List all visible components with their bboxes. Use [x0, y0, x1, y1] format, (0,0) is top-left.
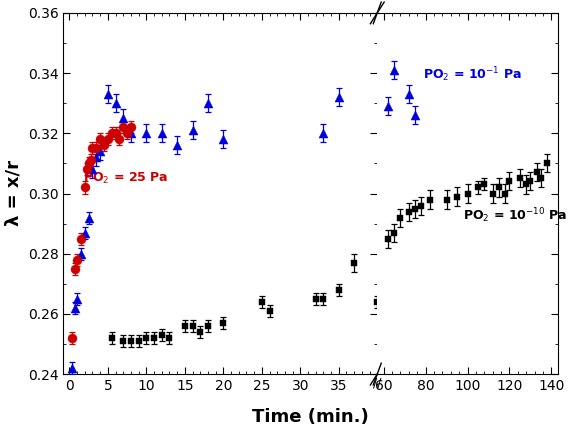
Point — [218, 136, 228, 143]
Point — [383, 235, 392, 242]
Point — [532, 169, 541, 176]
Point — [107, 130, 116, 137]
Point — [383, 103, 392, 110]
Y-axis label: λ = x/r: λ = x/r — [4, 160, 22, 227]
Point — [76, 235, 86, 242]
Point — [425, 196, 434, 203]
Point — [118, 124, 128, 131]
Point — [396, 214, 405, 221]
Point — [84, 214, 93, 221]
Point — [99, 142, 109, 149]
Point — [104, 91, 113, 98]
Point — [126, 130, 136, 137]
Point — [389, 67, 398, 74]
Point — [473, 184, 482, 191]
Point — [522, 181, 531, 188]
Point — [142, 130, 151, 137]
Point — [526, 178, 535, 185]
Point — [80, 229, 89, 236]
Point — [122, 130, 132, 137]
Point — [86, 157, 95, 164]
Point — [488, 190, 497, 197]
Text: //: // — [373, 376, 381, 389]
Point — [196, 329, 205, 335]
Point — [172, 142, 182, 149]
Point — [157, 332, 166, 338]
Point — [373, 298, 382, 305]
Point — [188, 322, 197, 329]
Text: Time (min.): Time (min.) — [252, 408, 369, 426]
Text: PO$_2$ = 10$^{-10}$ Pa: PO$_2$ = 10$^{-10}$ Pa — [463, 207, 568, 225]
Point — [494, 184, 504, 191]
Point — [80, 184, 89, 191]
Point — [150, 335, 159, 341]
Point — [70, 265, 79, 272]
Point — [501, 190, 510, 197]
Point — [265, 307, 274, 314]
Point — [334, 286, 343, 293]
Point — [72, 256, 82, 263]
Point — [404, 208, 413, 215]
Point — [126, 124, 136, 131]
Point — [134, 338, 143, 344]
Point — [204, 100, 213, 107]
Point — [188, 127, 197, 134]
Point — [389, 229, 398, 236]
Point — [404, 91, 413, 98]
Point — [463, 190, 472, 197]
Point — [536, 175, 546, 182]
Point — [118, 338, 128, 344]
Point — [411, 112, 420, 119]
Point — [350, 259, 359, 266]
Point — [95, 148, 105, 155]
Point — [453, 193, 462, 200]
Point — [180, 322, 189, 329]
Point — [319, 130, 328, 137]
Point — [142, 335, 151, 341]
Point — [88, 166, 97, 173]
Point — [257, 298, 266, 305]
Point — [311, 295, 320, 302]
Point — [442, 196, 451, 203]
Point — [515, 175, 524, 182]
Point — [319, 295, 328, 302]
Point — [505, 178, 514, 185]
Point — [84, 160, 93, 167]
Text: PO$_2$ = 10$^{-1}$ Pa: PO$_2$ = 10$^{-1}$ Pa — [423, 65, 522, 84]
Point — [76, 250, 86, 257]
Point — [88, 145, 97, 152]
Point — [417, 202, 426, 209]
Point — [157, 130, 166, 137]
Point — [411, 205, 420, 212]
Point — [126, 338, 136, 344]
Point — [95, 136, 105, 143]
Point — [165, 335, 174, 341]
Point — [204, 322, 213, 329]
Point — [72, 295, 82, 302]
Point — [115, 136, 124, 143]
Point — [111, 130, 120, 137]
Point — [111, 100, 120, 107]
Text: PO$_2$ = 25 Pa: PO$_2$ = 25 Pa — [83, 170, 168, 186]
Point — [104, 136, 113, 143]
Point — [70, 304, 79, 311]
Point — [118, 115, 128, 122]
Point — [334, 94, 343, 101]
Point — [67, 335, 76, 341]
Point — [82, 166, 91, 173]
Point — [67, 365, 76, 372]
Point — [92, 145, 101, 152]
Point — [218, 319, 228, 326]
Point — [107, 335, 116, 341]
Point — [92, 154, 101, 161]
Point — [480, 181, 489, 188]
Point — [543, 160, 552, 167]
